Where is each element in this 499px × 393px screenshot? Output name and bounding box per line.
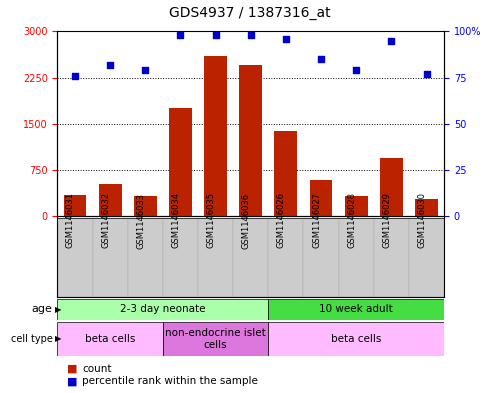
Bar bbox=[240, 65, 262, 216]
Text: GSM1146028: GSM1146028 bbox=[347, 193, 356, 248]
Point bbox=[317, 56, 325, 62]
Point bbox=[141, 67, 149, 73]
Text: GSM1146033: GSM1146033 bbox=[136, 193, 145, 248]
Point bbox=[71, 73, 79, 79]
Text: ■: ■ bbox=[67, 376, 78, 386]
Text: GSM1146036: GSM1146036 bbox=[242, 193, 251, 248]
Bar bbox=[345, 196, 368, 216]
Bar bbox=[92, 218, 128, 297]
Bar bbox=[163, 322, 268, 356]
Bar bbox=[268, 299, 444, 320]
Text: GSM1146030: GSM1146030 bbox=[418, 193, 427, 248]
Text: percentile rank within the sample: percentile rank within the sample bbox=[82, 376, 258, 386]
Bar bbox=[128, 218, 163, 297]
Text: beta cells: beta cells bbox=[85, 334, 135, 344]
Bar bbox=[57, 322, 163, 356]
Bar bbox=[163, 218, 198, 297]
Bar bbox=[233, 218, 268, 297]
Text: GSM1146032: GSM1146032 bbox=[101, 193, 110, 248]
Bar bbox=[303, 218, 339, 297]
Bar bbox=[415, 199, 438, 216]
Point bbox=[282, 36, 290, 42]
Point bbox=[387, 38, 395, 44]
Point bbox=[352, 67, 360, 73]
Text: GSM1146035: GSM1146035 bbox=[207, 193, 216, 248]
Text: GSM1146027: GSM1146027 bbox=[312, 193, 321, 248]
Point bbox=[423, 71, 431, 77]
Text: cell type: cell type bbox=[10, 334, 52, 344]
Bar bbox=[310, 180, 332, 216]
Bar bbox=[99, 184, 122, 216]
Text: GSM1146029: GSM1146029 bbox=[382, 193, 391, 248]
Bar bbox=[169, 108, 192, 216]
Bar bbox=[374, 218, 409, 297]
Text: GSM1146026: GSM1146026 bbox=[277, 193, 286, 248]
Bar bbox=[268, 322, 444, 356]
Text: ▶: ▶ bbox=[55, 305, 61, 314]
Text: GDS4937 / 1387316_at: GDS4937 / 1387316_at bbox=[169, 6, 330, 20]
Point bbox=[212, 32, 220, 38]
Text: 10 week adult: 10 week adult bbox=[319, 305, 393, 314]
Bar bbox=[339, 218, 374, 297]
Text: count: count bbox=[82, 364, 112, 374]
Text: beta cells: beta cells bbox=[331, 334, 381, 344]
Text: ■: ■ bbox=[67, 364, 78, 374]
Text: non-endocrine islet
cells: non-endocrine islet cells bbox=[165, 328, 266, 350]
Point bbox=[106, 62, 114, 68]
Bar bbox=[134, 196, 157, 216]
Bar bbox=[63, 195, 86, 216]
Bar bbox=[268, 218, 303, 297]
Text: 2-3 day neonate: 2-3 day neonate bbox=[120, 305, 206, 314]
Point bbox=[177, 32, 185, 38]
Bar bbox=[57, 299, 268, 320]
Text: GSM1146034: GSM1146034 bbox=[172, 193, 181, 248]
Bar bbox=[409, 218, 444, 297]
Bar bbox=[380, 158, 403, 216]
Bar bbox=[204, 56, 227, 216]
Bar bbox=[57, 218, 92, 297]
Text: age: age bbox=[31, 305, 52, 314]
Point bbox=[247, 32, 255, 38]
Text: ▶: ▶ bbox=[55, 334, 61, 343]
Text: GSM1146031: GSM1146031 bbox=[66, 193, 75, 248]
Bar bbox=[274, 131, 297, 216]
Bar bbox=[198, 218, 233, 297]
